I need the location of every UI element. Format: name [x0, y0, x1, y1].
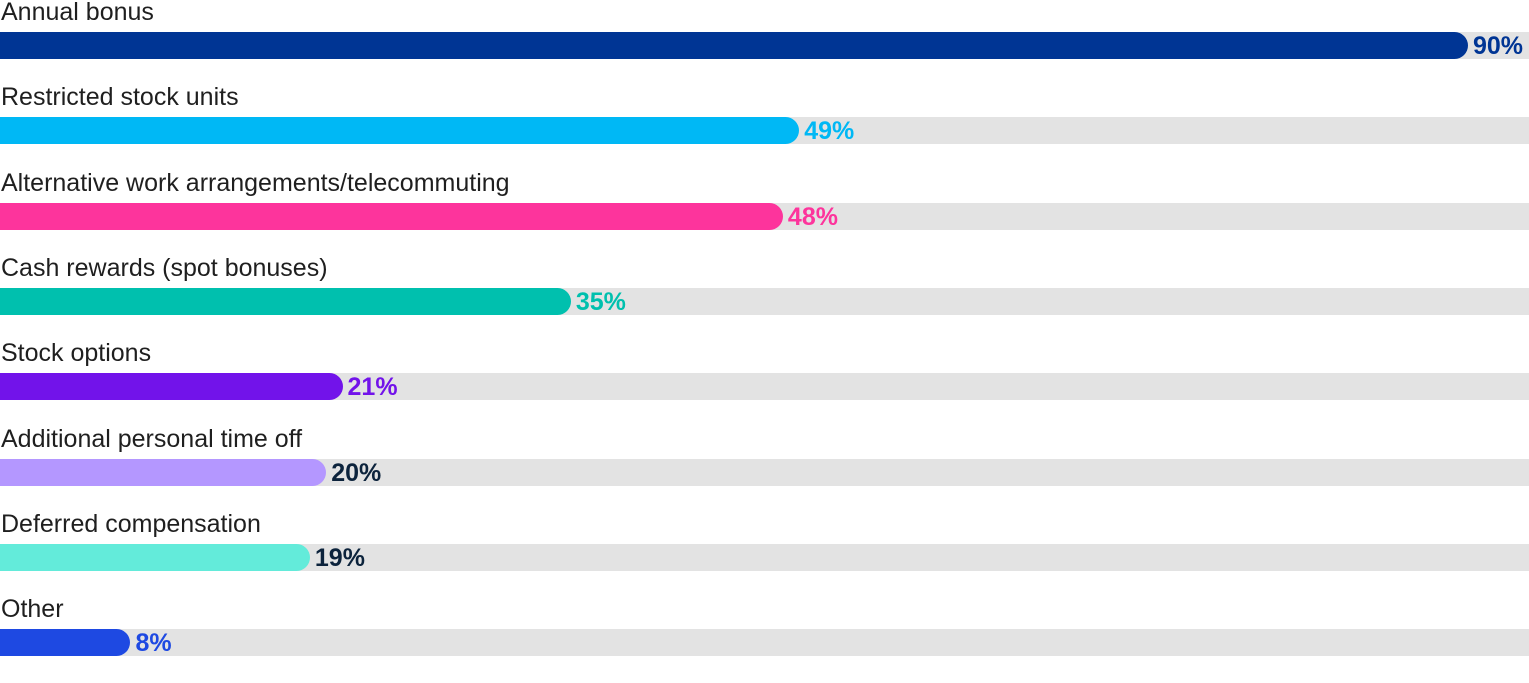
bar-track	[0, 629, 1529, 657]
category-label: Cash rewards (spot bonuses)	[1, 253, 328, 282]
value-label: 48%	[787, 202, 838, 231]
bar-chart: Annual bonus 90% Restricted stock units 49%…	[0, 0, 1529, 657]
category-label: Restricted stock units	[1, 83, 239, 112]
value-label: 90%	[1473, 32, 1524, 60]
bar-row: Deferred compensation 19%	[0, 509, 1529, 598]
category-label: Deferred compensation	[1, 509, 261, 538]
value-label: 35%	[575, 287, 626, 316]
bar	[0, 373, 343, 401]
value-label: 19%	[314, 543, 365, 572]
bar	[0, 543, 310, 571]
category-label: Alternative work arrangements/telecommut…	[1, 168, 510, 197]
category-label: Stock options	[1, 339, 152, 368]
value-label: 21%	[347, 373, 398, 402]
bar	[0, 117, 800, 145]
bar	[0, 629, 131, 657]
bar-row: Cash rewards (spot bonuses) 35%	[0, 253, 1529, 342]
bar	[0, 287, 571, 315]
bar-row: Alternative work arrangements/telecommut…	[0, 168, 1529, 257]
category-label: Annual bonus	[1, 0, 154, 26]
category-label: Additional personal time off	[1, 424, 303, 453]
bar-row: Restricted stock units 49%	[0, 83, 1529, 171]
value-label: 49%	[804, 117, 855, 146]
bar-row: Additional personal time off 20%	[0, 424, 1529, 513]
value-label: 20%	[331, 458, 382, 487]
bar	[0, 32, 1468, 59]
value-label: 8%	[135, 629, 172, 658]
bar	[0, 202, 783, 230]
bar-row: Other 8%	[0, 595, 1529, 683]
bar	[0, 458, 327, 486]
bar-row: Stock options 21%	[0, 339, 1529, 427]
bar-row: Annual bonus 90%	[0, 0, 1529, 86]
category-label: Other	[1, 595, 64, 624]
